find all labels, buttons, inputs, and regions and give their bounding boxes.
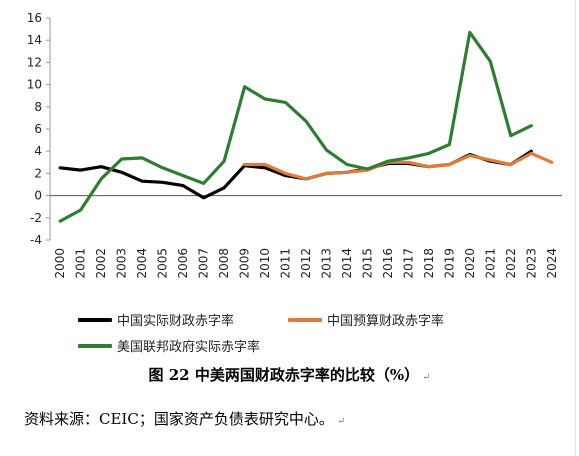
y-tick-label: 2 [34, 166, 42, 180]
x-tick-label: 2021 [483, 248, 497, 279]
legend-label-cn-budget: 中国预算财政赤字率 [327, 314, 445, 329]
return-mark-source: ↵ [336, 416, 346, 427]
legend-swatch-cn-actual [78, 317, 112, 322]
source-note: 资料来源：CEIC；国家资产负债表研究中心。 ↵ [24, 408, 345, 429]
x-tick-label: 2007 [197, 248, 211, 279]
y-tick-label: 8 [34, 100, 42, 114]
x-tick-label: 2016 [381, 248, 395, 279]
x-tick-label: 2015 [360, 248, 374, 279]
series-line-1 [243, 151, 554, 181]
chart-legend: 中国实际财政赤字率 中国预算财政赤字率 美国联邦政府实际赤字率 [78, 310, 444, 355]
x-tick-label: 2020 [463, 248, 477, 279]
x-tick-label: 2006 [176, 248, 190, 279]
x-tick-label: 2024 [545, 248, 559, 279]
legend-item-us-actual: 美国联邦政府实际赤字率 [78, 336, 260, 355]
x-tick-label: 2011 [279, 248, 293, 279]
x-tick-label: 2014 [340, 248, 354, 279]
y-tick-label: 4 [34, 144, 42, 158]
legend-label-us-actual: 美国联邦政府实际赤字率 [117, 340, 261, 355]
deficit-ratio-chart: -4 -2 0 2 4 6 8 10 12 14 16 2000 2001 2002 2003 2004 200… [27, 11, 562, 279]
chart-svg: -4 -2 0 2 4 6 8 10 12 14 16 2000 2001 2002 2003 2004 200… [27, 11, 562, 279]
x-tick-label: 2005 [156, 248, 170, 279]
series-line-2 [58, 30, 533, 223]
y-tick-label: 6 [34, 122, 42, 136]
figure-caption-text: 图 22 中美两国财政赤字率的比较（%） [148, 366, 420, 384]
legend-item-cn-actual: 中国实际财政赤字率 [78, 310, 234, 329]
figure-caption: 图 22 中美两国财政赤字率的比较（%） ↵ [0, 364, 579, 385]
legend-label-cn-actual: 中国实际财政赤字率 [117, 314, 235, 329]
x-tick-label: 2001 [74, 248, 88, 279]
x-tick-label: 2013 [319, 248, 333, 279]
x-tick-label: 2022 [504, 248, 518, 279]
x-tick-label: 2010 [258, 248, 272, 279]
x-tick-label: 2008 [217, 248, 231, 279]
y-tick-label: 0 [34, 189, 42, 203]
x-tick-label: 2023 [524, 248, 538, 279]
source-note-text: 资料来源：CEIC；国家资产负债表研究中心。 [24, 410, 334, 428]
y-tick-label: 14 [27, 33, 42, 47]
x-tick-label: 2018 [422, 248, 436, 279]
legend-swatch-us-actual [78, 343, 112, 348]
y-tick-label: -4 [30, 233, 42, 247]
x-tick-label: 2000 [53, 248, 67, 279]
x-tick-label: 2004 [135, 248, 149, 279]
y-tick-label: -2 [30, 211, 42, 225]
y-tick-label: 16 [27, 11, 42, 25]
y-tick-label: 12 [27, 55, 42, 69]
legend-item-cn-budget: 中国预算财政赤字率 [288, 310, 444, 329]
x-tick-label: 2009 [238, 248, 252, 279]
y-tick-label: 10 [27, 78, 42, 92]
x-tick-label: 2019 [442, 248, 456, 279]
x-tick-label: 2017 [401, 248, 415, 279]
x-tick-label: 2002 [94, 248, 108, 279]
page-edge-divider [575, 0, 576, 456]
x-tick-label: 2003 [115, 248, 129, 279]
legend-swatch-cn-budget [288, 317, 322, 322]
x-tick-label: 2012 [299, 248, 313, 279]
return-mark-caption: ↵ [422, 372, 431, 383]
